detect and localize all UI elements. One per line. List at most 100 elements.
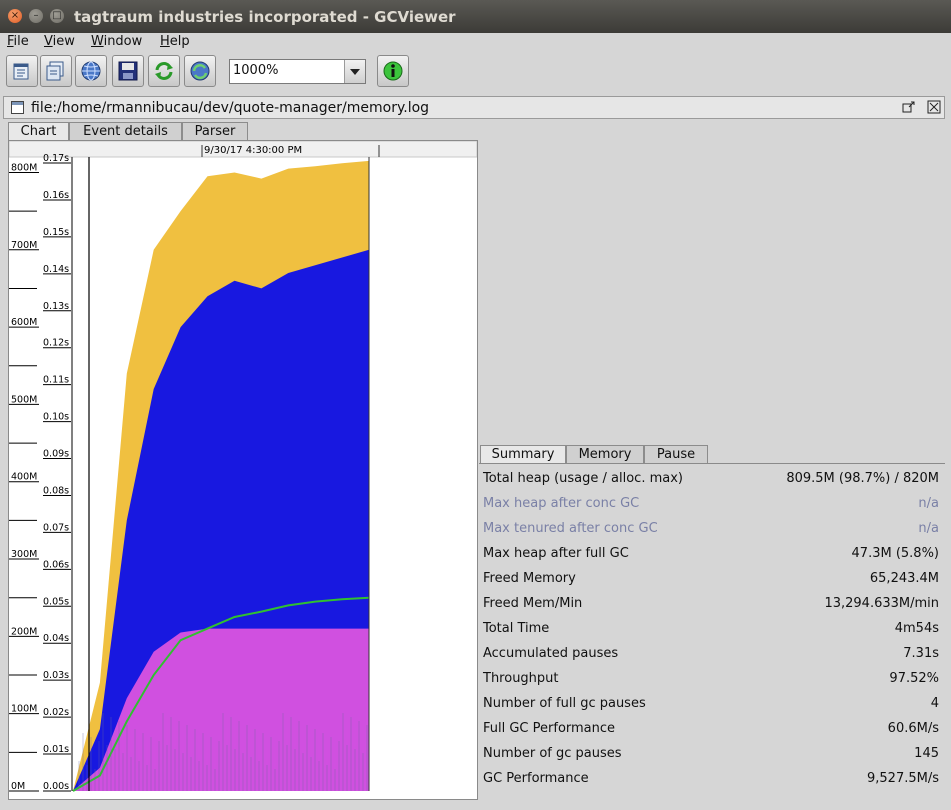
summary-row: Total heap (usage / alloc. max) 809.5M (9…	[483, 468, 939, 490]
memory-axis-label: 200M	[11, 626, 37, 637]
summary-value: 65,243.4M	[869, 571, 939, 586]
pause-axis-label: 0.10s	[43, 412, 69, 423]
document-icon	[11, 101, 24, 114]
summary-row: Max heap after full GC 47.3M (5.8%)	[483, 543, 939, 565]
tab-parser[interactable]: Parser	[182, 122, 248, 141]
memory-axis-label: 500M	[11, 394, 37, 405]
summary-label: Freed Memory	[483, 571, 576, 586]
pause-axis-label: 0.12s	[43, 338, 69, 349]
summary-row: Max tenured after conc GC n/a	[483, 518, 939, 540]
about-icon	[383, 61, 403, 81]
menu-help[interactable]: Help	[160, 34, 190, 49]
window-title: tagtraum industries incorporated - GCVie…	[74, 8, 456, 26]
menu-bar: File View Window Help	[0, 33, 951, 52]
pause-axis-label: 0.01s	[43, 744, 69, 755]
menu-file-mnemonic: F	[7, 34, 14, 49]
pause-axis-label: 0.07s	[43, 522, 69, 533]
summary-label: Number of full gc pauses	[483, 696, 646, 711]
recent-files-button[interactable]	[40, 55, 72, 87]
summary-panel: Total heap (usage / alloc. max) 809.5M (9…	[479, 463, 945, 800]
memory-axis-label: 800M	[11, 162, 37, 173]
pause-axis-label: 0.15s	[43, 227, 69, 238]
toolbar: 1000%	[0, 52, 951, 90]
menu-window[interactable]: Window	[91, 34, 142, 49]
gc-chart[interactable]: 9/30/17 4:30:00 PM 0M 100M 200M 300M 400M 500M…	[9, 141, 477, 799]
summary-row: Number of full gc pauses 4	[483, 693, 939, 715]
summary-label: Total heap (usage / alloc. max)	[483, 471, 683, 486]
summary-label: Max heap after full GC	[483, 546, 629, 561]
memory-axis-label: 600M	[11, 317, 37, 328]
memory-axis-label: 300M	[11, 549, 37, 560]
maximize-window-icon[interactable]: □	[50, 9, 64, 23]
pause-axis-label: 0.08s	[43, 485, 69, 496]
chevron-down-icon[interactable]	[344, 60, 365, 83]
summary-row: Max heap after conc GC n/a	[483, 493, 939, 515]
about-button[interactable]	[377, 55, 409, 87]
menu-help-mnemonic: H	[160, 34, 170, 49]
close-window-icon[interactable]: ×	[8, 9, 22, 23]
summary-value: 13,294.633M/min	[824, 596, 939, 611]
memory-axis-label: 0M	[11, 781, 25, 792]
pause-axis-label: 0.06s	[43, 559, 69, 570]
refresh-button[interactable]	[148, 55, 180, 87]
close-frame-icon[interactable]	[927, 100, 941, 114]
summary-label: Accumulated pauses	[483, 646, 619, 661]
summary-label: Number of gc pauses	[483, 746, 622, 761]
summary-value: 97.52%	[889, 671, 939, 686]
internal-frame-titlebar: file:/home/rmannibucau/dev/quote-manager…	[3, 96, 945, 119]
menu-view[interactable]: View	[44, 34, 75, 49]
summary-value: 60.6M/s	[887, 721, 939, 736]
pause-axis-label: 0.13s	[43, 301, 69, 312]
pause-axis-label: 0.09s	[43, 449, 69, 460]
summary-row: Freed Mem/Min 13,294.633M/min	[483, 593, 939, 615]
window-titlebar: × – □ tagtraum industries incorporated -…	[0, 0, 951, 33]
summary-row: Accumulated pauses 7.31s	[483, 643, 939, 665]
series-line	[72, 596, 370, 792]
restore-frame-icon[interactable]	[902, 100, 916, 114]
summary-label: Max heap after conc GC	[483, 496, 640, 511]
export-button[interactable]	[112, 55, 144, 87]
open-file-icon	[13, 63, 29, 80]
zoom-combobox[interactable]: 1000%	[229, 59, 366, 84]
summary-value: n/a	[918, 496, 939, 511]
pause-axis-label: 0.00s	[43, 781, 69, 792]
tab-event-details[interactable]: Event details	[69, 122, 182, 141]
summary-row: Number of gc pauses 145	[483, 743, 939, 765]
summary-value: 809.5M (98.7%) / 820M	[786, 471, 939, 486]
summary-value: 47.3M (5.8%)	[851, 546, 939, 561]
tab-chart[interactable]: Chart	[8, 122, 69, 142]
recent-files-icon	[46, 61, 64, 81]
summary-label: Throughput	[483, 671, 559, 686]
summary-value: n/a	[918, 521, 939, 536]
pause-axis-label: 0.02s	[43, 707, 69, 718]
chart-panel[interactable]: 9/30/17 4:30:00 PM 0M 100M 200M 300M 400M 500M…	[8, 140, 478, 800]
summary-label: Max tenured after conc GC	[483, 521, 658, 536]
tab-memory[interactable]: Memory	[566, 445, 644, 464]
menu-file[interactable]: File	[7, 34, 29, 49]
summary-value: 4m54s	[894, 621, 939, 636]
menu-help-label: elp	[169, 34, 190, 49]
pause-axis-label: 0.17s	[43, 153, 69, 164]
open-url-button[interactable]	[75, 55, 107, 87]
menu-file-label: ile	[13, 34, 29, 49]
tab-summary[interactable]: Summary	[480, 445, 566, 465]
summary-value: 7.31s	[903, 646, 939, 661]
menu-view-label: iew	[52, 34, 75, 49]
tab-pause[interactable]: Pause	[644, 445, 708, 464]
memory-axis-label: 400M	[11, 472, 37, 483]
pause-axis-label: 0.14s	[43, 264, 69, 275]
pause-axis-label: 0.03s	[43, 670, 69, 681]
chart-header-strip	[9, 141, 477, 158]
summary-label: Freed Mem/Min	[483, 596, 583, 611]
open-url-icon	[81, 61, 101, 81]
watch-button[interactable]	[184, 55, 216, 87]
menu-view-mnemonic: V	[44, 34, 53, 49]
summary-value: 9,527.5M/s	[867, 771, 939, 786]
memory-axis-label: 700M	[11, 240, 37, 251]
zoom-value: 1000%	[233, 63, 279, 78]
summary-row: Throughput 97.52%	[483, 668, 939, 690]
minimize-window-icon[interactable]: –	[29, 9, 43, 23]
document-path: file:/home/rmannibucau/dev/quote-manager…	[31, 100, 430, 116]
open-file-button[interactable]	[6, 55, 38, 87]
timestamp-label: 9/30/17 4:30:00 PM	[204, 145, 302, 156]
